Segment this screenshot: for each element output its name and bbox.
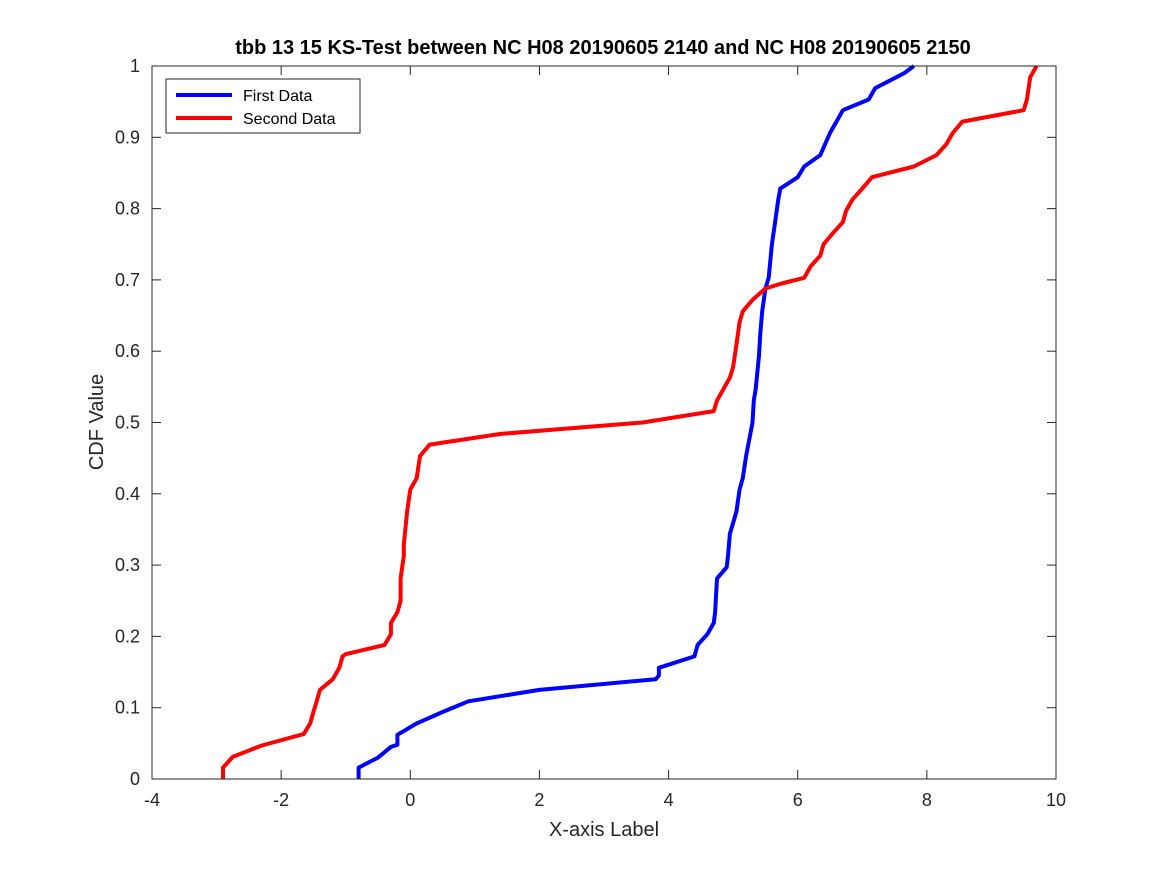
y-tick-label: 0.7 [115,270,140,290]
y-tick-label: 0.6 [115,341,140,361]
legend-label-first-data: First Data [243,88,312,105]
y-axis-label: CDF Value [86,374,108,470]
legend: First Data Second Data [165,78,361,134]
x-tick-label: -2 [273,790,289,810]
series-lines [221,64,1039,779]
legend-label-second-data: Second Data [243,111,336,128]
y-tick-label: 0 [130,769,140,789]
y-tick-label: 0.3 [115,555,140,575]
x-tick-label: 4 [664,790,674,810]
x-tick-label: 0 [405,790,415,810]
y-tick-label: 0.9 [115,127,140,147]
x-axis-label: X-axis Label [549,819,659,841]
y-tick-label: 1 [130,56,140,76]
tick-labels: -4 -2 0 2 4 6 8 10 0 0.1 0.2 0.3 0.4 0.5 0.6 0.7 0.8 0.9 1 [115,56,1066,810]
legend-box [165,78,361,134]
x-tick-label: 8 [922,790,932,810]
x-tick-label: 2 [534,790,544,810]
series-line-second-data [221,65,1039,779]
series-line-first-data [356,64,916,779]
y-tick-label: 0.4 [115,484,140,504]
axes-box [151,65,1057,780]
y-tick-label: 0.8 [115,199,140,219]
x-tick-label: 6 [793,790,803,810]
y-tick-label: 0.5 [115,413,140,433]
plot-area [152,66,1056,779]
chart-title: tbb 13 15 KS-Test between NC H08 2019060… [235,37,971,59]
y-tick-label: 0.1 [115,698,140,718]
y-tick-label: 0.2 [115,626,140,646]
x-tick-label: 10 [1046,790,1066,810]
x-tick-label: -4 [144,790,160,810]
